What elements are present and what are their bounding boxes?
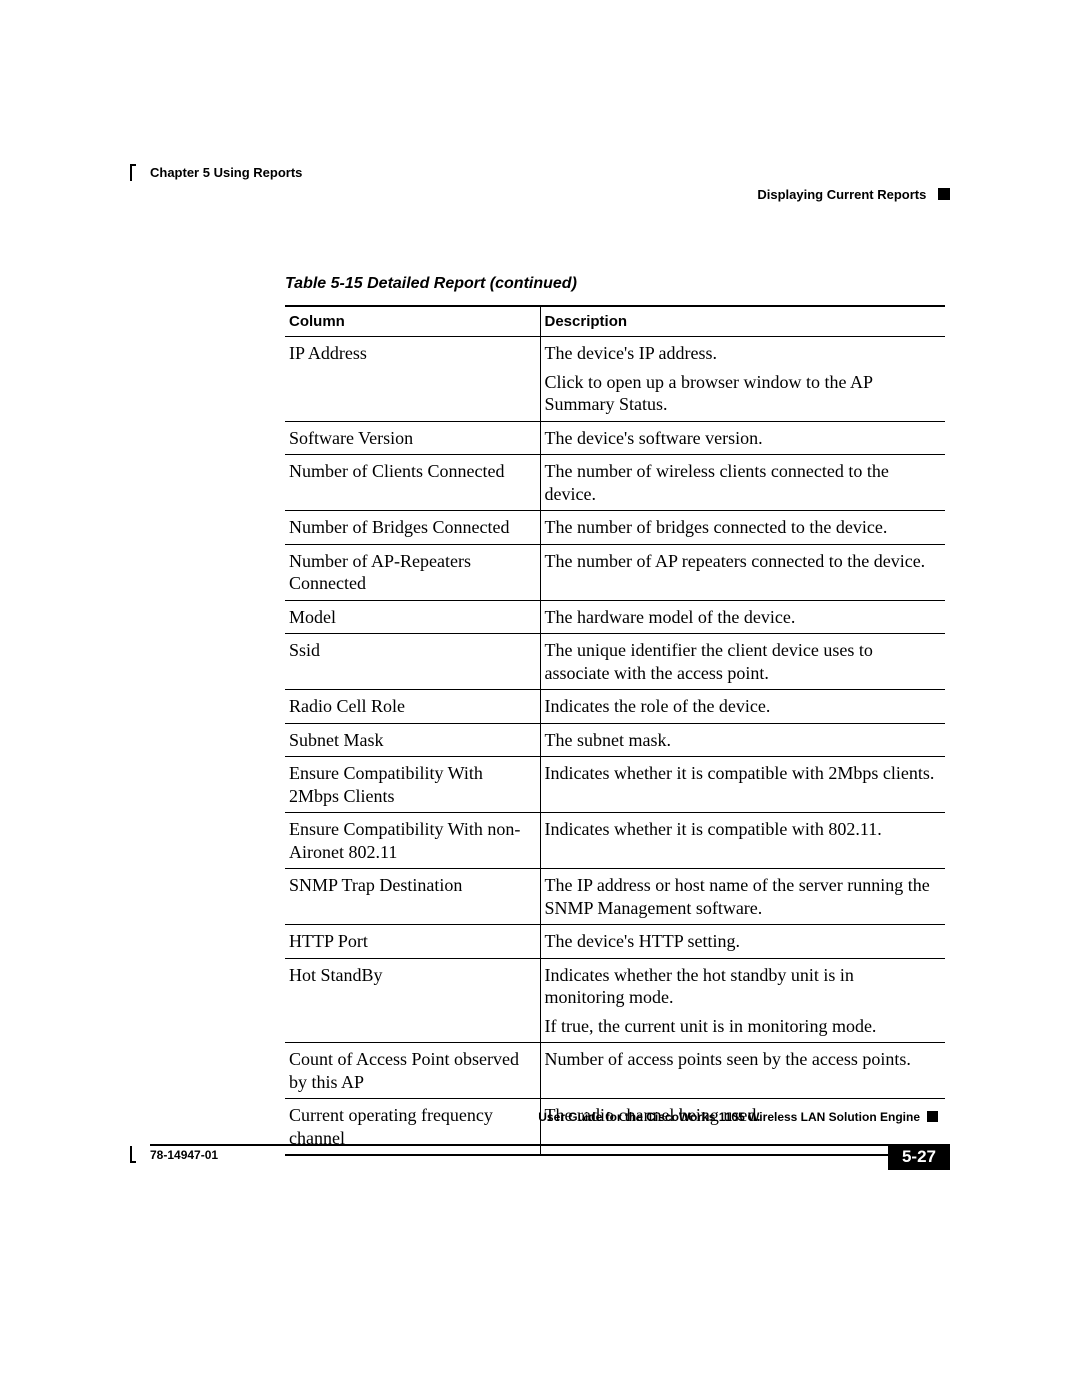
header-square-icon	[938, 188, 950, 200]
page-footer: User Guide for the CiscoWorks 1105 Wirel…	[130, 1070, 950, 1172]
table-row: Radio Cell RoleIndicates the role of the…	[285, 690, 945, 724]
table-header-row: Column Description	[285, 306, 945, 337]
table-header-column: Column	[285, 306, 540, 337]
table-cell-column: SNMP Trap Destination	[285, 869, 540, 925]
description-paragraph: The IP address or host name of the serve…	[545, 874, 938, 919]
page-header: Chapter 5 Using Reports Displaying Curre…	[130, 165, 950, 205]
table-cell-description: The device's software version.	[540, 421, 945, 455]
footer-guide-title: User Guide for the CiscoWorks 1105 Wirel…	[538, 1110, 920, 1124]
table-cell-column: Model	[285, 600, 540, 634]
description-paragraph: The number of wireless clients connected…	[545, 460, 938, 505]
table-cell-column: Ssid	[285, 634, 540, 690]
table-row: HTTP PortThe device's HTTP setting.	[285, 925, 945, 959]
header-section-text: Displaying Current Reports	[757, 187, 926, 202]
description-paragraph: The device's software version.	[545, 427, 938, 450]
description-paragraph: Indicates whether it is compatible with …	[545, 762, 938, 785]
table-caption: Table 5-15 Detailed Report (continued)	[285, 275, 950, 293]
footer-square-icon	[927, 1111, 938, 1122]
table-cell-column: Number of Clients Connected	[285, 455, 540, 511]
description-paragraph: Number of access points seen by the acce…	[545, 1048, 938, 1071]
table-row: Ensure Compatibility With non-Aironet 80…	[285, 813, 945, 869]
table-cell-description: Indicates the role of the device.	[540, 690, 945, 724]
description-paragraph: The device's HTTP setting.	[545, 930, 938, 953]
table-cell-description: The number of AP repeaters connected to …	[540, 544, 945, 600]
table-cell-description: Indicates whether it is compatible with …	[540, 813, 945, 869]
table-row: Hot StandByIndicates whether the hot sta…	[285, 958, 945, 1043]
description-paragraph: Indicates whether it is compatible with …	[545, 818, 938, 841]
table-cell-description: The subnet mask.	[540, 723, 945, 757]
table-cell-column: Number of Bridges Connected	[285, 511, 540, 545]
header-section: Displaying Current Reports	[757, 187, 950, 202]
table-row: Software VersionThe device's software ve…	[285, 421, 945, 455]
description-paragraph: The device's IP address.	[545, 342, 938, 365]
table-cell-description: The IP address or host name of the serve…	[540, 869, 945, 925]
table-cell-column: HTTP Port	[285, 925, 540, 959]
table-row: SNMP Trap DestinationThe IP address or h…	[285, 869, 945, 925]
table-row: Number of Bridges ConnectedThe number of…	[285, 511, 945, 545]
table-row: Subnet MaskThe subnet mask.	[285, 723, 945, 757]
table-cell-column: Software Version	[285, 421, 540, 455]
table-cell-description: Indicates whether the hot standby unit i…	[540, 958, 945, 1043]
table-row: Number of AP-Repeaters ConnectedThe numb…	[285, 544, 945, 600]
table-cell-column: Ensure Compatibility With 2Mbps Clients	[285, 757, 540, 813]
description-paragraph: If true, the current unit is in monitori…	[545, 1015, 938, 1038]
table-cell-description: Indicates whether it is compatible with …	[540, 757, 945, 813]
description-paragraph: The unique identifier the client device …	[545, 639, 938, 684]
table-cell-description: The number of wireless clients connected…	[540, 455, 945, 511]
table-row: Ensure Compatibility With 2Mbps ClientsI…	[285, 757, 945, 813]
header-corner-mark	[130, 164, 136, 181]
table-row: Number of Clients ConnectedThe number of…	[285, 455, 945, 511]
table-cell-column: Radio Cell Role	[285, 690, 540, 724]
description-paragraph: The subnet mask.	[545, 729, 938, 752]
table-cell-description: The device's HTTP setting.	[540, 925, 945, 959]
table-cell-column: Ensure Compatibility With non-Aironet 80…	[285, 813, 540, 869]
table-cell-description: The unique identifier the client device …	[540, 634, 945, 690]
table-cell-description: The number of bridges connected to the d…	[540, 511, 945, 545]
footer-page-number: 5-27	[888, 1144, 950, 1170]
table-row: IP AddressThe device's IP address. Click …	[285, 337, 945, 422]
detailed-report-table: Column Description IP AddressThe device'…	[285, 305, 945, 1156]
page-body: Chapter 5 Using Reports Displaying Curre…	[130, 165, 950, 1156]
table-cell-column: Number of AP-Repeaters Connected	[285, 544, 540, 600]
table-cell-description: The hardware model of the device.	[540, 600, 945, 634]
footer-corner-mark	[130, 1146, 136, 1163]
table-cell-column: Hot StandBy	[285, 958, 540, 1043]
description-paragraph: Indicates the role of the device.	[545, 695, 938, 718]
header-chapter: Chapter 5 Using Reports	[150, 165, 302, 180]
table-cell-column: IP Address	[285, 337, 540, 422]
table-cell-column: Subnet Mask	[285, 723, 540, 757]
description-paragraph: Click to open up a browser window to the…	[545, 371, 938, 416]
description-paragraph: The number of bridges connected to the d…	[545, 516, 938, 539]
description-paragraph: The number of AP repeaters connected to …	[545, 550, 938, 573]
description-paragraph: The hardware model of the device.	[545, 606, 938, 629]
footer-doc-number: 78-14947-01	[150, 1148, 218, 1162]
table-row: SsidThe unique identifier the client dev…	[285, 634, 945, 690]
table-cell-description: The device's IP address. Click to open up…	[540, 337, 945, 422]
table-header-description: Description	[540, 306, 945, 337]
description-paragraph: Indicates whether the hot standby unit i…	[545, 964, 938, 1009]
table-row: ModelThe hardware model of the device.	[285, 600, 945, 634]
